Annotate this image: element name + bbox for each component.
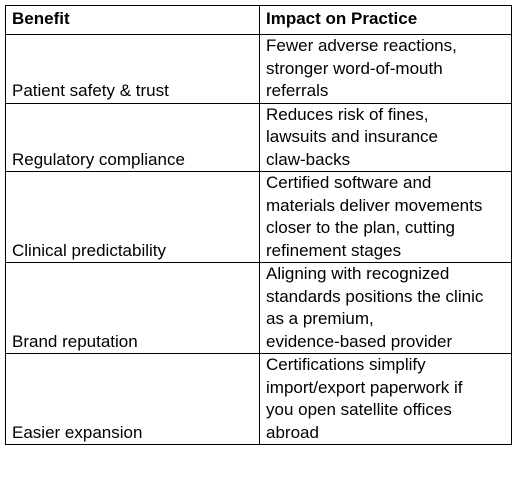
- impact-line: standards positions the clinic: [266, 286, 484, 306]
- column-header-benefit: Benefit: [5, 5, 260, 35]
- table-row: Brand reputation Aligning with recognize…: [5, 262, 512, 354]
- impact-line: as a premium,: [266, 309, 374, 328]
- impact-line: closer to the plan, cutting: [266, 218, 456, 237]
- column-header-impact: Impact on Practice: [259, 5, 512, 35]
- impact-line: stronger word-of-mouth: [266, 58, 443, 78]
- impact-line: Reduces risk of fines,: [266, 104, 429, 124]
- impact-line: evidence-based provider: [266, 331, 453, 351]
- benefit-cell: Regulatory compliance: [5, 102, 260, 172]
- benefit-cell: Easier expansion: [5, 353, 260, 445]
- impact-line: Fewer adverse reactions,: [266, 36, 457, 55]
- table-row: Regulatory compliance Reduces risk of fi…: [5, 102, 512, 172]
- impact-line: referrals: [266, 81, 329, 100]
- impact-cell: Certifications simplify import/export pa…: [259, 353, 512, 445]
- benefit-cell: Clinical predictability: [5, 171, 260, 263]
- impact-line: Aligning with recognized: [266, 264, 450, 283]
- impact-line: materials deliver movements: [266, 195, 483, 215]
- impact-line: abroad: [266, 422, 319, 442]
- impact-cell: Aligning with recognized standards posit…: [259, 262, 512, 354]
- table-row: Patient safety & trust Fewer adverse rea…: [5, 34, 512, 104]
- impact-cell: Certified software and materials deliver…: [259, 171, 512, 263]
- impact-line: Certified software and: [266, 173, 432, 192]
- impact-line: you open satellite offices: [266, 400, 452, 419]
- impact-line: Certifications simplify: [266, 355, 426, 374]
- impact-cell: Fewer adverse reactions, stronger word-o…: [259, 34, 512, 104]
- benefit-cell: Patient safety & trust: [5, 34, 260, 104]
- benefits-table: Benefit Impact on Practice Patient safet…: [5, 5, 512, 445]
- table-header-row: Benefit Impact on Practice: [5, 5, 512, 35]
- impact-line: claw-backs: [266, 149, 351, 169]
- impact-line: lawsuits and insurance: [266, 127, 438, 146]
- impact-cell: Reduces risk of fines, lawsuits and insu…: [259, 102, 512, 172]
- benefit-cell: Brand reputation: [5, 262, 260, 354]
- table-row: Clinical predictability Certified softwa…: [5, 171, 512, 263]
- impact-line: refinement stages: [266, 240, 402, 260]
- table-row: Easier expansion Certifications simplify…: [5, 353, 512, 445]
- impact-line: import/export paperwork if: [266, 377, 463, 397]
